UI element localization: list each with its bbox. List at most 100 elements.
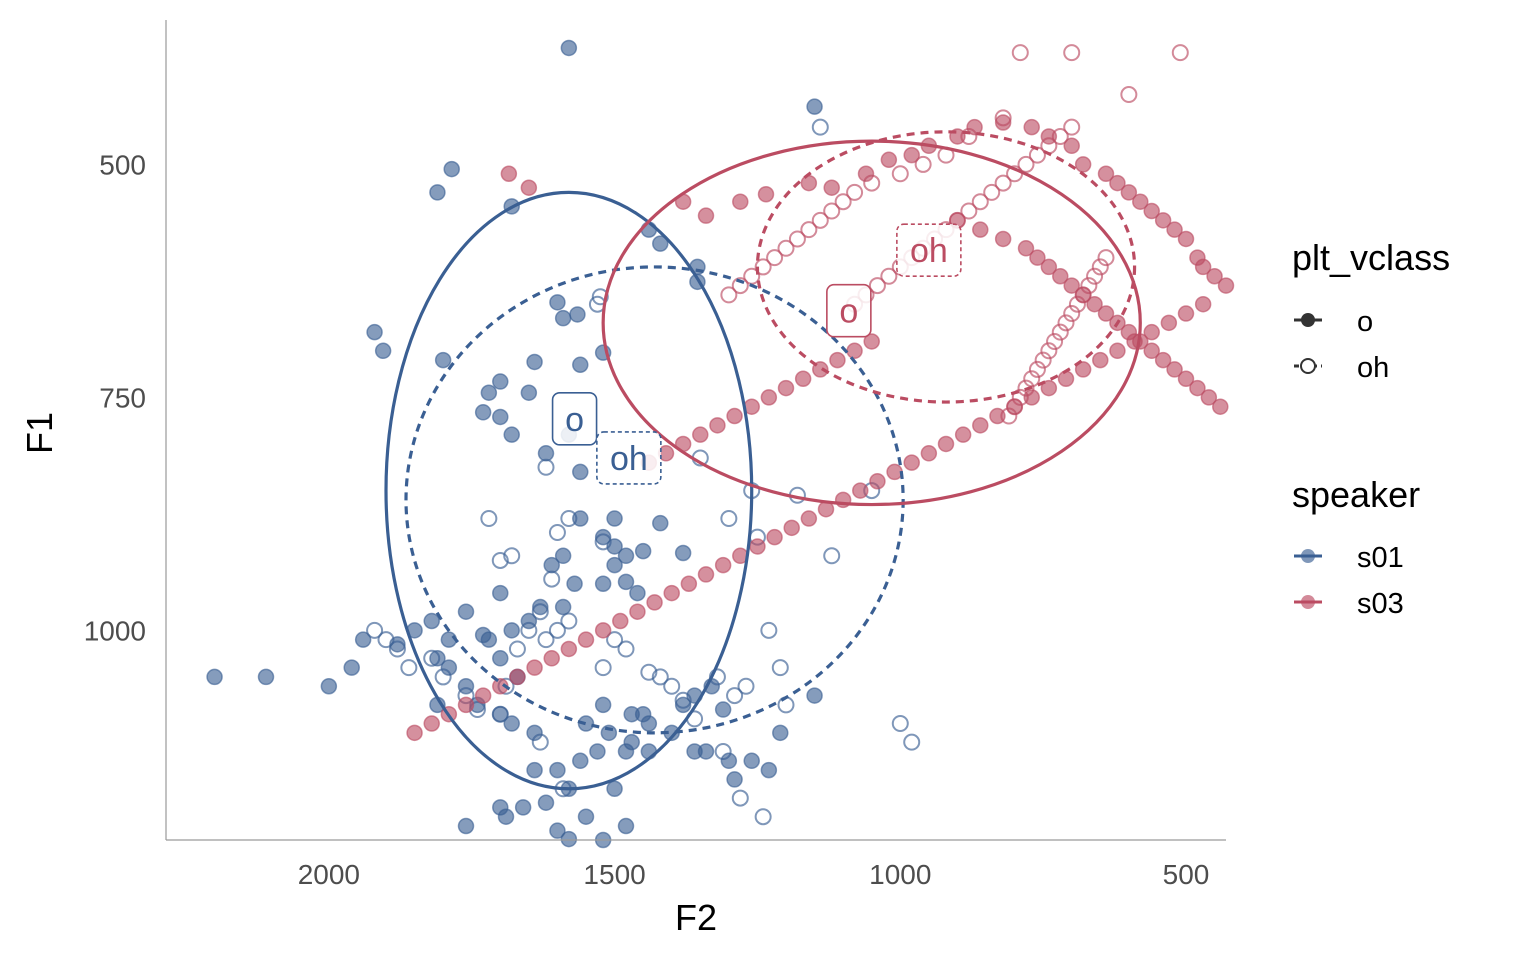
point-s01-oh-18 [560, 612, 578, 630]
point-s03-o-64 [629, 603, 646, 620]
point-s01-o-26 [572, 463, 589, 481]
point-s03-o-66 [594, 622, 612, 639]
point-s01-oh-15 [491, 551, 509, 569]
point-s01-oh-51 [737, 677, 755, 695]
point-s01-o-2 [443, 160, 460, 178]
point-s03-oh-18 [754, 258, 772, 276]
point-s03-oh-38 [880, 267, 898, 285]
point-s01-o-80 [257, 668, 275, 686]
point-s03-o-62 [663, 584, 680, 602]
point-s03-oh-10 [846, 183, 864, 201]
point-s01-o-65 [720, 752, 738, 770]
point-s03-o-18 [1074, 156, 1092, 173]
point-s03-o-80 [994, 230, 1012, 248]
point-s01-oh-10 [537, 458, 555, 476]
point-s03-oh-2 [1011, 44, 1029, 62]
point-s01-oh-24 [640, 663, 658, 681]
point-s01-o-70 [806, 687, 823, 704]
point-s03-oh-16 [777, 239, 795, 257]
point-s03-o-3 [697, 207, 715, 224]
point-s03-o-68 [560, 640, 578, 658]
point-s01-o-87 [457, 603, 475, 620]
point-s01-oh-42 [531, 603, 549, 621]
point-s03-oh-7 [914, 155, 932, 173]
point-s01-oh-12 [560, 510, 578, 528]
series-s01-o [206, 39, 823, 849]
point-s01-oh-4 [720, 510, 738, 528]
point-s03-oh-46 [1074, 286, 1092, 304]
point-s03-o-79 [972, 221, 989, 238]
legend-label-s03: s03 [1357, 588, 1404, 620]
point-s03-o-6 [800, 174, 818, 192]
point-s01-o-93 [549, 761, 566, 779]
point-s01-o-102 [623, 733, 640, 751]
point-s03-o-84 [1052, 268, 1069, 285]
point-s03-oh-52 [1040, 342, 1058, 360]
point-s03-o-14 [994, 114, 1012, 131]
series-s03-oh [720, 44, 1189, 425]
point-s03-oh-8 [891, 165, 909, 183]
point-s01-o-101 [560, 830, 578, 848]
ellipse-label-text: oh [910, 232, 948, 270]
point-s01-o-30 [594, 528, 612, 546]
ellipse-label-text: o [565, 401, 584, 439]
point-s01-o-55 [526, 724, 543, 742]
point-s03-o-74 [457, 696, 475, 714]
point-s03-o-38 [1074, 361, 1092, 378]
point-s03-o-65 [612, 612, 629, 630]
point-s01-o-43 [532, 598, 549, 616]
legend-label-o: o [1357, 306, 1373, 338]
point-s03-o-70 [526, 659, 543, 676]
point-s03-o-95 [1177, 370, 1195, 387]
point-s01-oh-26 [663, 677, 681, 695]
x-tick-label: 2000 [298, 859, 360, 890]
point-s01-o-35 [606, 556, 623, 574]
point-s03-oh-58 [1006, 398, 1024, 416]
y-tick-label: 1000 [84, 615, 146, 646]
point-s01-oh-20 [537, 631, 555, 649]
point-s01-oh-7 [823, 547, 841, 565]
point-s01-o-41 [629, 584, 646, 602]
point-s01-o-45 [503, 622, 520, 639]
point-s03-oh-0 [1171, 44, 1189, 62]
point-s01-o-37 [543, 556, 560, 574]
point-s03-o-9 [880, 151, 898, 169]
point-s03-o-20 [1109, 174, 1126, 192]
point-s01-o-27 [572, 510, 589, 527]
point-s03-oh-39 [868, 277, 886, 295]
point-s03-oh-13 [811, 211, 829, 229]
point-s01-oh-16 [548, 524, 566, 541]
point-s03-o-37 [1092, 351, 1109, 369]
point-s01-o-36 [554, 547, 572, 565]
point-s03-o-10 [903, 146, 920, 164]
point-s01-o-6 [652, 235, 669, 252]
point-s03-o-63 [646, 594, 663, 611]
point-s03-oh-14 [800, 221, 818, 239]
point-s01-oh-40 [377, 631, 395, 649]
point-s01-o-13 [374, 342, 392, 360]
legend-key-oh [1294, 358, 1322, 374]
ellipse-s01-oh [404, 265, 905, 735]
point-s01-o-88 [492, 584, 509, 602]
point-s01-oh-22 [617, 640, 635, 658]
point-s01-oh-48 [903, 733, 921, 751]
point-s01-o-56 [577, 715, 595, 732]
point-s03-o-94 [1166, 361, 1183, 378]
point-s01-o-16 [572, 356, 589, 374]
point-s03-oh-42 [1097, 249, 1115, 267]
point-s01-o-69 [772, 724, 789, 742]
point-s03-o-17 [1063, 137, 1080, 155]
point-s03-oh-54 [1028, 360, 1046, 378]
point-s01-o-22 [492, 408, 509, 426]
point-s03-o-81 [1017, 240, 1035, 257]
ellipse-label-s03-oh: oh [896, 223, 962, 277]
legend-key-o [1294, 313, 1322, 327]
point-s03-oh-9 [863, 174, 881, 192]
y-tick-label: 500 [99, 149, 146, 180]
point-s01-oh-36 [434, 668, 452, 686]
point-s01-oh-31 [754, 808, 772, 826]
point-s03-oh-21 [720, 286, 738, 304]
point-s03-oh-20 [731, 277, 749, 295]
point-s03-o-5 [757, 186, 775, 203]
